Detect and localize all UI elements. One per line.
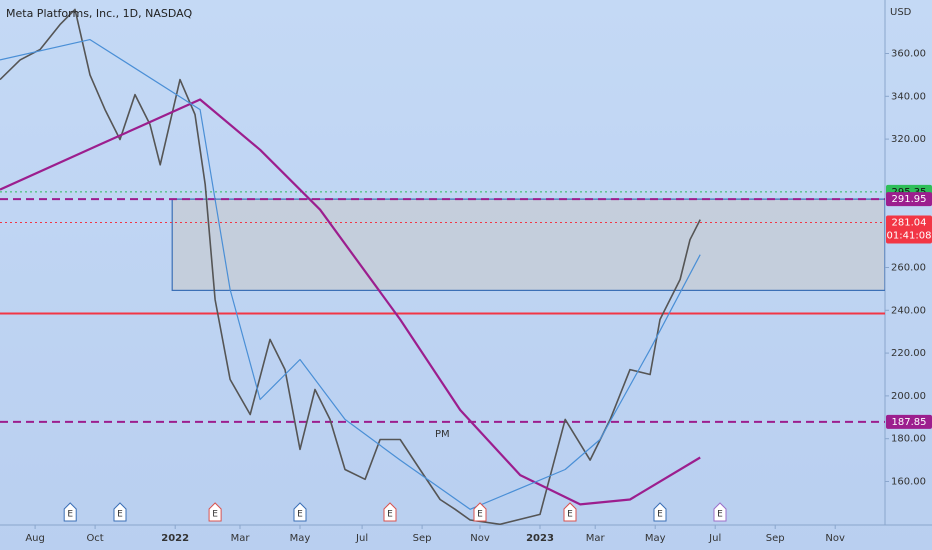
earnings-marker bbox=[473, 502, 487, 522]
y-tick-label: 180.00 bbox=[891, 434, 926, 445]
price-line bbox=[0, 39, 701, 510]
price-line bbox=[0, 98, 701, 506]
x-tick-label: May bbox=[290, 533, 311, 544]
currency: USD bbox=[890, 7, 912, 18]
y-tick-label: 220.00 bbox=[891, 348, 926, 359]
price-tag bbox=[886, 192, 932, 207]
y-tick-label: 340.00 bbox=[891, 91, 926, 102]
x-tick-label: 2022 bbox=[161, 533, 189, 544]
earnings-label: E bbox=[657, 510, 663, 520]
x-tick-label: Nov bbox=[470, 533, 490, 544]
earnings-marker bbox=[293, 502, 307, 522]
y-tick-label: 160.00 bbox=[891, 476, 926, 487]
annotation: PM bbox=[435, 429, 450, 440]
earnings-marker bbox=[713, 502, 727, 522]
price-tag-label: 187.85 bbox=[892, 417, 927, 428]
y-tick-label: 320.00 bbox=[891, 134, 926, 145]
price-tag-label: 281.04 bbox=[892, 217, 927, 228]
y-tick-label: 260.00 bbox=[891, 262, 926, 273]
x-tick-label: Oct bbox=[86, 533, 103, 544]
earnings-label: E bbox=[717, 510, 723, 520]
earnings-label: E bbox=[297, 510, 303, 520]
price-tag bbox=[886, 215, 932, 244]
chart-title: Meta Platforms, Inc., 1D, NASDAQ bbox=[6, 7, 192, 20]
earnings-label: E bbox=[567, 510, 573, 520]
y-tick-label: 240.00 bbox=[891, 305, 926, 316]
earnings-label: E bbox=[477, 510, 483, 520]
price-tag bbox=[886, 414, 932, 429]
earnings-marker bbox=[653, 502, 667, 522]
earnings-marker bbox=[383, 502, 397, 522]
earnings-label: E bbox=[117, 510, 123, 520]
earnings-label: E bbox=[387, 510, 393, 520]
earnings-label: E bbox=[67, 510, 73, 520]
zone-box bbox=[171, 198, 885, 291]
x-tick-label: Jul bbox=[355, 533, 368, 544]
x-tick-label: Mar bbox=[586, 533, 606, 544]
x-tick-label: 2023 bbox=[526, 533, 554, 544]
y-tick-label: 200.00 bbox=[891, 391, 926, 402]
y-tick-label: 360.00 bbox=[891, 48, 926, 59]
x-tick-label: Jul bbox=[708, 533, 721, 544]
earnings-marker bbox=[113, 502, 127, 522]
x-tick-label: Sep bbox=[766, 533, 785, 544]
countdown: 01:41:08 bbox=[887, 230, 932, 241]
earnings-marker bbox=[563, 502, 577, 522]
x-tick-label: Nov bbox=[825, 533, 845, 544]
x-tick-label: Sep bbox=[413, 533, 432, 544]
x-tick-label: Aug bbox=[25, 533, 45, 544]
x-tick-label: Mar bbox=[231, 533, 251, 544]
earnings-marker bbox=[63, 502, 77, 522]
earnings-marker bbox=[208, 502, 222, 522]
plot bbox=[0, 8, 885, 525]
price-line bbox=[0, 8, 701, 525]
x-tick-label: May bbox=[645, 533, 666, 544]
price-tag-label: 291.95 bbox=[892, 194, 927, 205]
earnings-label: E bbox=[212, 510, 218, 520]
